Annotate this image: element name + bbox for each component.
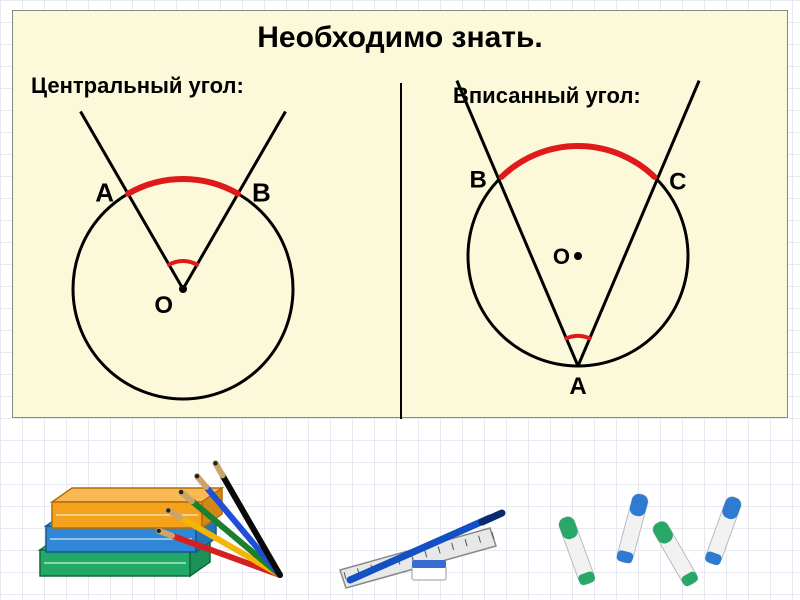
right-ray-1 — [457, 81, 578, 366]
left-arc-inner — [169, 261, 197, 265]
markers-icon — [557, 492, 743, 587]
inscribed-angle-diagram: А В С О — [393, 59, 788, 419]
left-label-O: О — [154, 292, 173, 319]
page: Необходимо знать. Центральный угол: Впис… — [0, 0, 800, 600]
right-arc-inner — [566, 336, 589, 338]
left-label-A: А — [95, 178, 114, 208]
content-panel: Необходимо знать. Центральный угол: Впис… — [12, 10, 788, 418]
right-label-C: С — [669, 169, 686, 196]
left-arc-outer — [128, 179, 238, 194]
right-label-A: А — [569, 373, 586, 400]
right-label-B: В — [470, 167, 487, 194]
right-center-dot — [574, 252, 582, 260]
right-label-O: О — [553, 244, 570, 269]
central-angle-diagram: А В О — [13, 59, 393, 419]
left-label-B: В — [252, 178, 271, 208]
left-center-dot — [179, 285, 187, 293]
ruler-and-pen-icon — [340, 513, 502, 588]
panel-title: Необходимо знать. — [13, 21, 787, 55]
right-arc-outer — [502, 146, 655, 177]
stationery-decoration — [20, 420, 780, 590]
right-ray-2 — [578, 81, 699, 366]
